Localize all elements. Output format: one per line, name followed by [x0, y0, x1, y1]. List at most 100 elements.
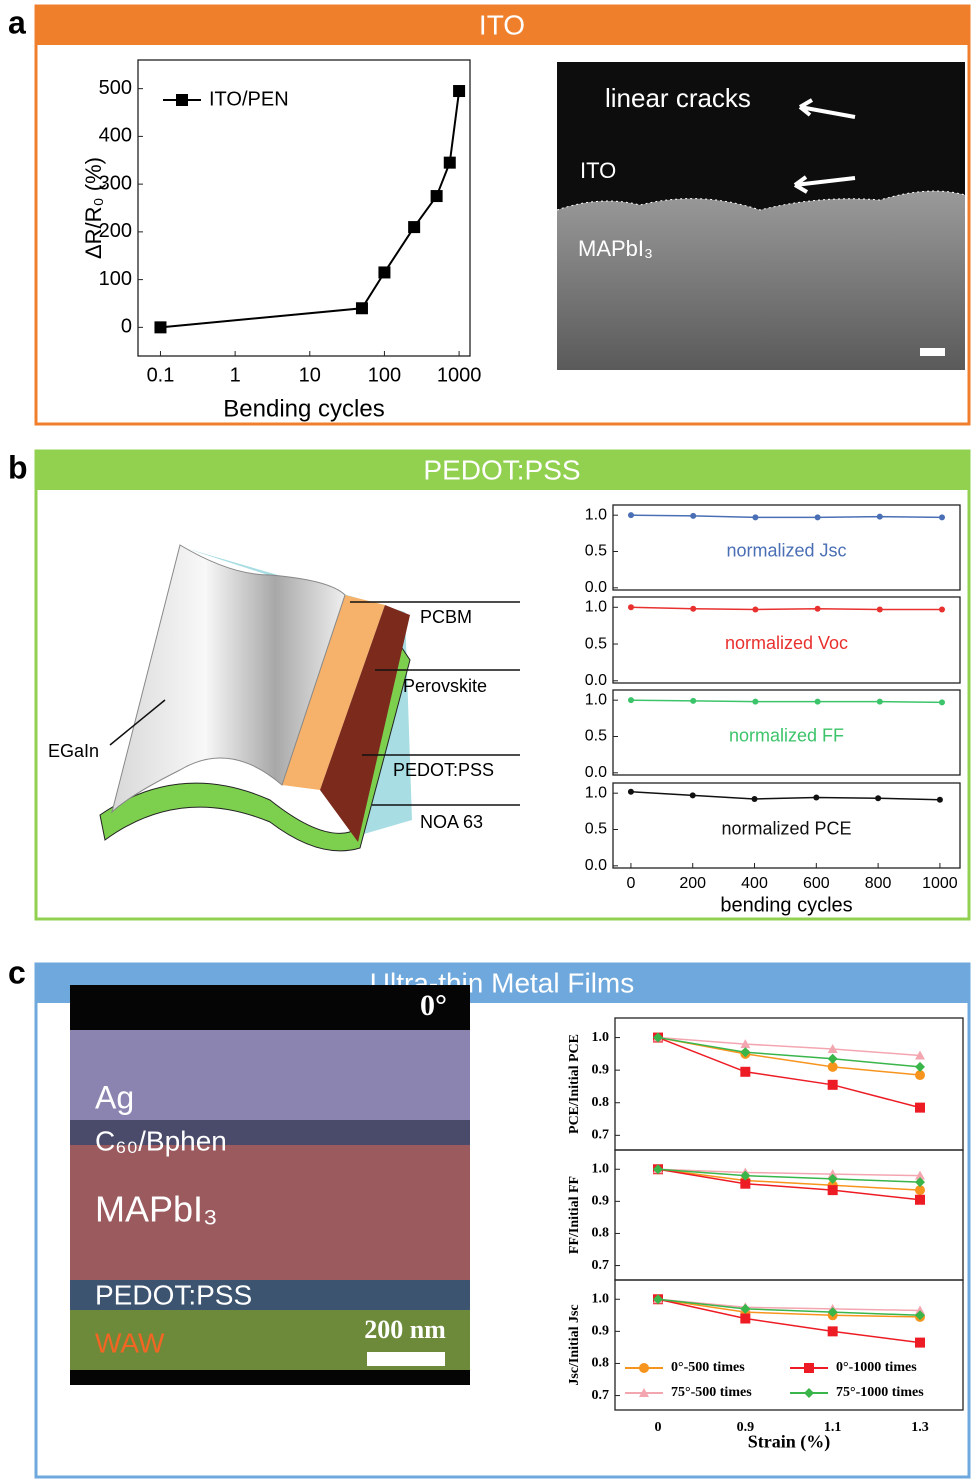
- image-label: 0°: [420, 989, 447, 1022]
- y-tick-label: 1.0: [585, 506, 607, 523]
- x-tick-label: 400: [741, 875, 768, 892]
- y-axis-label: ΔR/R₀ (%): [81, 157, 106, 259]
- legend-marker: [804, 1388, 814, 1398]
- panel-header: [35, 450, 970, 490]
- data-point: [653, 1164, 663, 1175]
- data-point: [752, 606, 759, 613]
- arrow: [793, 98, 856, 194]
- data-point: [443, 156, 456, 169]
- data-point: [876, 698, 883, 705]
- panel-label: b: [8, 449, 28, 485]
- series-line: [657, 1298, 921, 1318]
- scale-bar: [367, 1352, 445, 1366]
- y-tick-label: 0.5: [585, 543, 607, 560]
- series-line: [657, 1168, 921, 1201]
- data-point: [690, 512, 697, 519]
- x-tick-label: 10: [299, 364, 321, 386]
- x-tick-label: 0.9: [737, 1420, 755, 1435]
- x-axis-label: Strain (%): [748, 1432, 831, 1453]
- y-tick-label: 0.7: [592, 1128, 610, 1143]
- y-tick-label: 0.8: [592, 1095, 610, 1110]
- image-label: MAPbI₃: [95, 1189, 218, 1230]
- x-axis-label: bending cycles: [720, 895, 852, 917]
- data-point: [876, 513, 883, 520]
- series-line: [630, 606, 942, 611]
- data-point: [915, 1070, 925, 1081]
- data-point: [875, 795, 882, 802]
- data-point: [628, 512, 634, 519]
- data-point: [653, 1032, 663, 1043]
- data-point: [936, 796, 943, 803]
- image-label: PCBM: [420, 607, 472, 627]
- x-tick-label: 1: [230, 364, 241, 386]
- y-tick-label: 200: [99, 220, 132, 242]
- data-point: [915, 1177, 925, 1188]
- data-point: [939, 699, 945, 706]
- y-tick-label: 0.0: [585, 579, 607, 596]
- data-point: [752, 698, 759, 705]
- data-point: [827, 1053, 838, 1064]
- annotation: normalized PCE: [721, 819, 851, 839]
- series-line: [657, 1168, 921, 1191]
- x-tick-label: 200: [679, 875, 706, 892]
- legend-marker: [176, 94, 188, 106]
- data-point: [915, 1310, 925, 1321]
- x-tick-label: 1000: [922, 875, 958, 892]
- data-point: [915, 1194, 925, 1205]
- y-tick-label: 0.5: [585, 728, 607, 745]
- y-tick-label: 0.9: [592, 1324, 610, 1339]
- y-tick-label: 0.8: [592, 1226, 610, 1241]
- x-tick-label: 0: [655, 1420, 662, 1435]
- image-label: NOA 63: [420, 812, 483, 832]
- x-tick-label: 100: [368, 364, 401, 386]
- image-label: PEDOT:PSS: [393, 760, 494, 780]
- panel-title: PEDOT:PSS: [423, 454, 580, 485]
- data-point: [740, 1178, 751, 1189]
- data-point: [915, 1050, 925, 1060]
- data-point: [627, 788, 634, 795]
- y-tick-label: 0: [121, 316, 132, 338]
- plot-frame: [612, 596, 961, 684]
- image-label: MAPbI₃: [578, 236, 653, 261]
- data-point: [915, 1102, 925, 1113]
- data-point: [628, 604, 634, 611]
- data-point: [827, 1169, 838, 1179]
- data-point: [827, 1173, 838, 1184]
- plot-frame: [612, 782, 961, 869]
- series-line: [657, 1168, 921, 1177]
- y-axis-label: PCE/Initial PCE: [567, 1034, 582, 1134]
- x-tick-label: 1.3: [911, 1420, 929, 1435]
- data-point: [453, 85, 466, 98]
- y-tick-label: 300: [99, 172, 132, 194]
- legend-marker: [639, 1363, 649, 1373]
- y-tick-label: 0.0: [585, 672, 607, 689]
- y-tick-label: 1.0: [592, 1291, 610, 1306]
- pedot-layer: [99, 643, 411, 852]
- panel-title: ITO: [479, 9, 525, 40]
- plot-frame: [137, 59, 471, 357]
- y-tick-label: 0.0: [585, 764, 607, 781]
- plot-frame: [612, 689, 961, 776]
- data-point: [939, 514, 945, 521]
- x-tick-label: 1000: [437, 364, 482, 386]
- x-axis-label: Bending cycles: [223, 395, 384, 422]
- data-point: [690, 605, 697, 612]
- c60-layer: [70, 1120, 470, 1145]
- scale-bar: [920, 348, 945, 356]
- data-point: [915, 1170, 925, 1180]
- data-point: [355, 302, 368, 315]
- y-tick-label: 0.5: [585, 821, 607, 838]
- y-tick-label: 400: [99, 125, 132, 147]
- annotation: normalized Voc: [725, 633, 848, 653]
- image-label: EGaIn: [48, 741, 99, 761]
- y-tick-label: 0.0: [585, 857, 607, 874]
- y-tick-label: 1.0: [592, 1030, 610, 1045]
- image-label: 200 nm: [364, 1315, 446, 1344]
- data-point: [653, 1294, 663, 1305]
- annotation: normalized Jsc: [726, 541, 846, 561]
- series-line: [657, 1298, 921, 1312]
- data-point: [827, 1326, 838, 1337]
- data-point: [813, 794, 820, 801]
- y-tick-label: 1.0: [592, 1161, 610, 1176]
